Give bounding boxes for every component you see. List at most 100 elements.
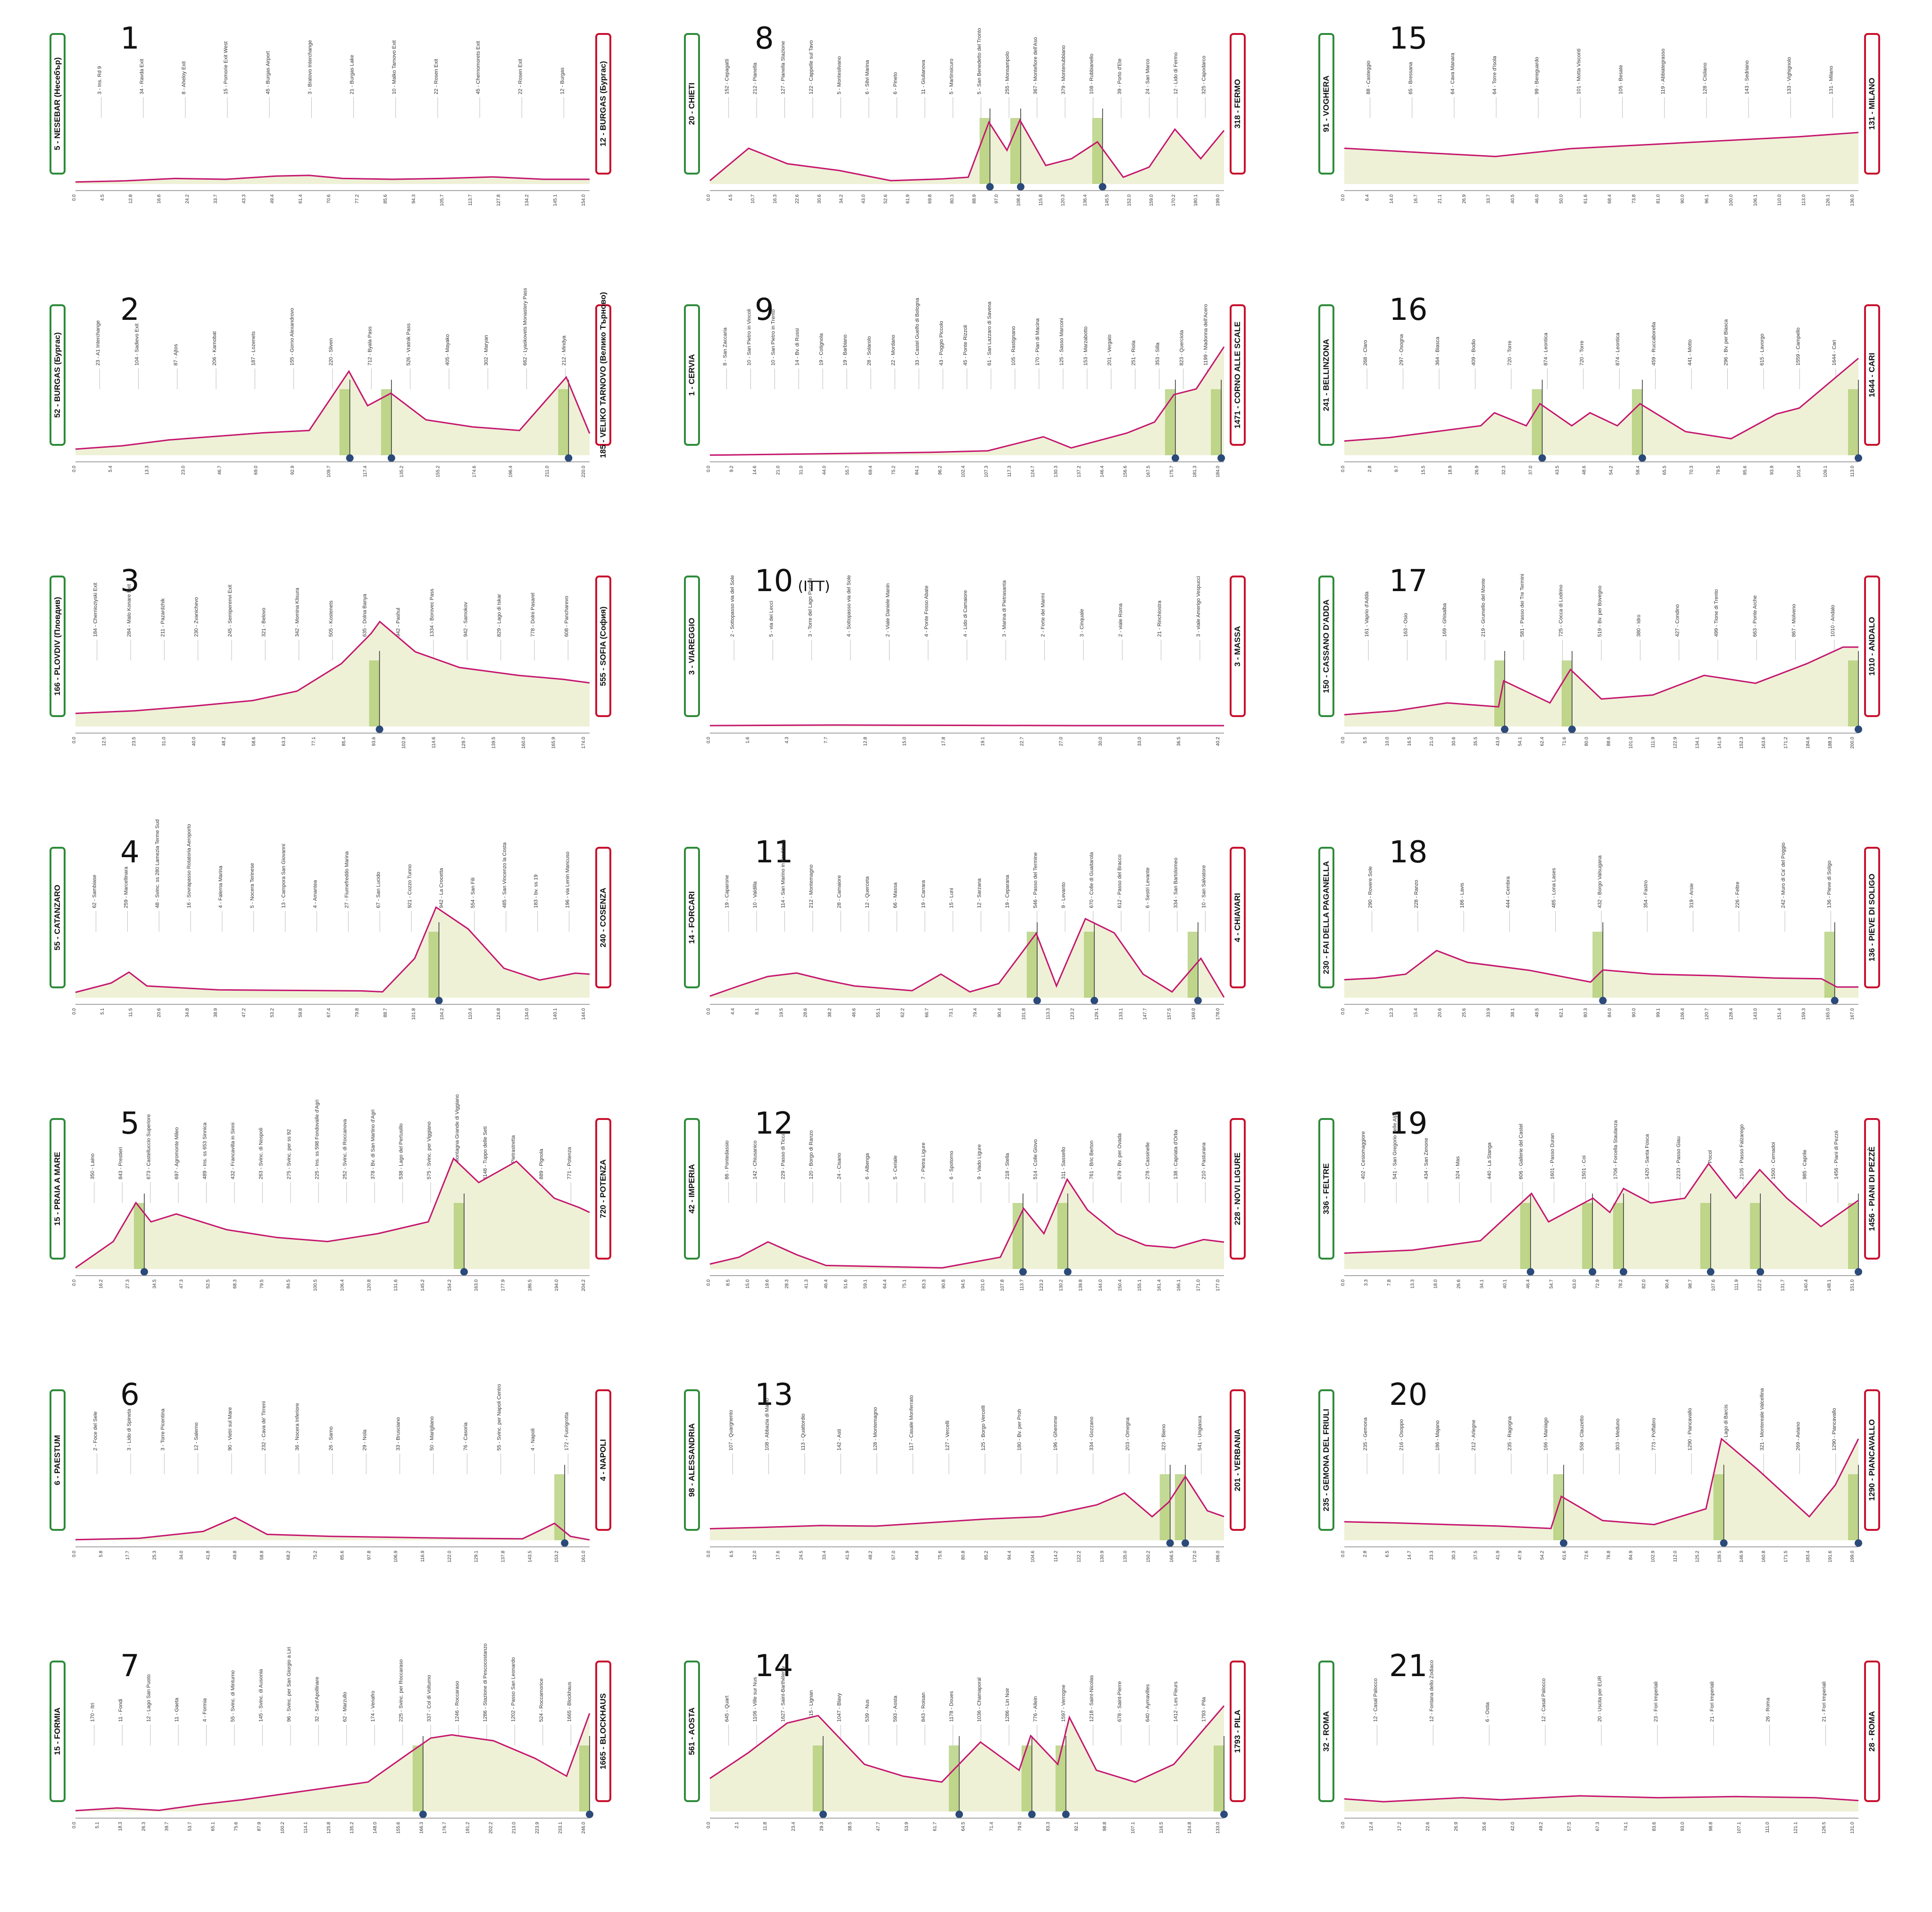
- km-tick: 145.2: [420, 1279, 425, 1291]
- climb-marker-icon: [819, 1811, 827, 1818]
- km-tick: 106.1: [1753, 194, 1758, 206]
- place-label: 4 - Napoli: [530, 1428, 536, 1451]
- finish-label: 228 - NOVI LIGURE: [1233, 1152, 1242, 1225]
- km-tick: 161.0: [581, 1551, 586, 1562]
- place-label: 23 - Fori Imperiali: [1653, 1681, 1659, 1722]
- km-tick: 73.1: [949, 1008, 954, 1018]
- stage-number: 15: [1389, 24, 1427, 54]
- km-tick: 28.6: [803, 1008, 808, 1018]
- place-label: 720 - Torre: [1579, 341, 1585, 366]
- place-label: 269 - Aviano: [1795, 1422, 1801, 1451]
- km-tick: 22.6: [795, 194, 800, 204]
- km-tick: 27.3: [125, 1279, 131, 1289]
- km-tick: 92.9: [290, 466, 295, 475]
- km-tick: 41.9: [1496, 1551, 1501, 1560]
- place-label: 21 - Fori Imperiali: [1822, 1681, 1827, 1722]
- climb-marker-icon: [1707, 1268, 1715, 1276]
- km-tick: 115.8: [1038, 194, 1043, 206]
- stage-number-text: 9: [755, 292, 774, 327]
- place-label: 163 - Osio: [1403, 613, 1408, 637]
- km-tick: 40.0: [192, 737, 197, 746]
- km-tick: 97.0: [994, 194, 999, 204]
- km-tick: 169.0: [1191, 1008, 1197, 1020]
- place-label: 8 - Aheloy Exit: [181, 61, 187, 94]
- km-tick: 5.5: [1363, 737, 1368, 743]
- km-tick: 133.0: [1216, 1822, 1221, 1834]
- km-tick: 47.7: [876, 1822, 881, 1831]
- km-tick: 196.4: [508, 466, 514, 477]
- place-label: 4 - Ponte Fosso Abate: [924, 585, 930, 637]
- place-label: 612 - Passo del Bracco: [1117, 854, 1123, 908]
- km-tick: 47.3: [179, 1279, 184, 1289]
- place-label: 867 - Molveno: [1791, 604, 1797, 637]
- place-label: 26 - Roma: [1765, 1697, 1771, 1722]
- place-label: 48 - Svinc. ss 280 Lamezia Terme Sud: [155, 819, 160, 908]
- km-tick: 101.0: [1628, 737, 1633, 749]
- km-tick: 33.7: [1486, 194, 1491, 204]
- finish-badge: 1290 - PIANCAVALLO: [1864, 1389, 1880, 1531]
- place-label: 1202 - Passo San Leonardo: [510, 1657, 516, 1722]
- km-tick: 8.5: [726, 1279, 731, 1286]
- profile-area: [1344, 647, 1858, 726]
- start-badge: 55 - CATANZARO: [50, 847, 66, 988]
- km-tick: 73.8: [1632, 194, 1637, 204]
- km-tick: 183.4: [1806, 1551, 1811, 1562]
- place-label: 323 - Bieno: [1161, 1424, 1166, 1451]
- place-label: 26 - Sarno: [328, 1427, 334, 1451]
- start-label: 166 - PLOVDIV (Пловдив): [53, 597, 62, 696]
- place-label: 2 - viale Roma: [1118, 603, 1124, 637]
- km-tick: 128.4: [1729, 1008, 1734, 1020]
- km-tick: 178.0: [1216, 1008, 1221, 1020]
- climb-segment: [1159, 1474, 1170, 1540]
- place-label: 55 - Svinc. per Napoli Centro: [497, 1384, 502, 1451]
- place-label: 4 - Sottopasso via del Sole: [846, 575, 852, 637]
- climb-segment: [1026, 932, 1037, 998]
- place-label: 1290 - Piancavallo: [1832, 1408, 1837, 1451]
- profile-line: [75, 1713, 591, 1812]
- place-label: 263 - Svinc. di Nospoli: [258, 1128, 264, 1179]
- km-tick: 100.2: [280, 1822, 285, 1834]
- climb-marker-icon: [1019, 1268, 1027, 1276]
- profile-chart: 107 - Quargnento 108 - Abbazia di Masio 11…: [706, 1395, 1224, 1562]
- km-tick: 163.6: [1761, 737, 1766, 749]
- km-tick: 4.5: [100, 194, 105, 201]
- km-tick: 21.1: [1438, 194, 1443, 204]
- km-tick: 90.4: [997, 1008, 1002, 1018]
- km-tick: 120.7: [1704, 1008, 1709, 1020]
- km-tick: 52.6: [883, 194, 889, 204]
- km-tick: 175.7: [1169, 466, 1174, 477]
- start-label: 52 - BURGAS (Бургас): [53, 332, 62, 418]
- place-label: 538 - Lago del Pertusillo: [399, 1123, 404, 1179]
- climb-segment: [1084, 932, 1095, 998]
- km-tick: 124.8: [496, 1008, 501, 1020]
- km-tick: 84.5: [286, 1279, 291, 1289]
- place-label: 778 - Dolni Pasarel: [530, 593, 536, 637]
- profile-chart: 2 - Foce del Sele 3 - Lido di Spineta 3 - …: [72, 1384, 590, 1562]
- profile-chart: 350 - Laino 843 - Prestieri 673 - Castellu…: [72, 1094, 590, 1291]
- place-label: 36 - Nocera Inferiore: [295, 1403, 300, 1451]
- km-tick: 2.1: [734, 1822, 740, 1829]
- climb-segment: [1848, 1474, 1858, 1540]
- stage-number-text: 6: [120, 1378, 140, 1412]
- place-label: 2 - Viale Daniele Manin: [885, 583, 891, 637]
- place-label: 874 - Leontica: [1615, 332, 1621, 366]
- km-tick: 12.3: [1389, 1008, 1394, 1018]
- place-label: 45 - Ponte Rizzoli: [963, 325, 968, 366]
- place-label: 1501 - Coi: [1582, 1155, 1587, 1179]
- place-label: 50 - Marigliano: [429, 1416, 435, 1451]
- km-tick: 25.3: [152, 1551, 158, 1560]
- km-tick: 19.6: [765, 1279, 770, 1289]
- climb-marker-icon: [1181, 1539, 1189, 1547]
- place-label: 334 - San Bartolomeo: [1173, 858, 1179, 908]
- climb-segment: [1592, 932, 1603, 998]
- km-tick: 5.8: [99, 1551, 104, 1557]
- km-tick: 6.5: [729, 1551, 734, 1557]
- stage-number-text: 12: [755, 1106, 793, 1141]
- stage-number: 20: [1389, 1380, 1427, 1410]
- place-label: 1199 - Madonna dell'Acero: [1203, 304, 1209, 366]
- km-tick: 177.0: [1216, 1279, 1221, 1291]
- km-tick: 64.8: [915, 1551, 920, 1560]
- stage-number: 2: [120, 295, 140, 325]
- profile-chart: 290 - Rovere Sole 228 - Ranzo 186 - Lavis 4…: [1341, 843, 1858, 1020]
- km-tick: 126.1: [1826, 194, 1831, 206]
